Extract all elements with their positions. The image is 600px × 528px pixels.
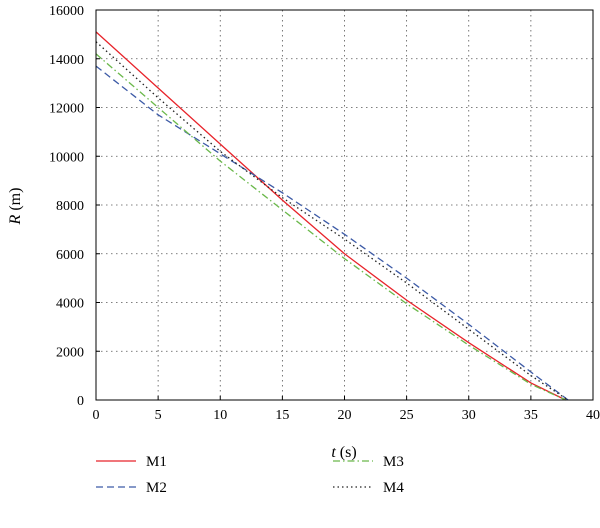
x-tick-label: 20 — [338, 408, 352, 423]
x-tick-label: 15 — [275, 408, 289, 423]
y-tick-label: 0 — [77, 394, 84, 409]
series-line-m3 — [95, 53, 566, 401]
series-layer — [95, 31, 569, 401]
x-axis-unit: (s) — [336, 444, 357, 461]
y-axis-label: R (m) — [7, 188, 24, 226]
y-tick-label: 14000 — [49, 53, 84, 68]
y-axis-unit: (m) — [7, 188, 24, 215]
series-line-m4 — [95, 41, 569, 401]
x-axis-label: t (s) — [331, 444, 356, 461]
series-line-m2 — [95, 65, 569, 401]
y-tick-label: 12000 — [49, 102, 84, 117]
y-tick-label: 8000 — [56, 199, 84, 214]
legend-label-m2: M2 — [146, 480, 167, 496]
legend-label-m1: M1 — [146, 454, 167, 470]
y-tick-label: 2000 — [56, 345, 84, 360]
y-axis-symbol: R — [7, 214, 24, 225]
y-tick-label: 6000 — [56, 248, 84, 263]
y-tick-label: 10000 — [49, 150, 84, 165]
x-tick-label: 25 — [400, 408, 414, 423]
y-tick-label: 4000 — [56, 297, 84, 312]
y-tick-label: 16000 — [49, 4, 84, 19]
x-tick-label: 10 — [213, 408, 227, 423]
series-line-m1 — [95, 31, 566, 401]
legend-label-m3: M3 — [383, 454, 404, 470]
grid — [96, 10, 593, 400]
ticks: 0 5 10 15 20 25 30 35 40 0 2000 4000 6000 8000 10000 12… — [49, 4, 600, 423]
legend-label-m4: M4 — [383, 480, 404, 496]
x-axis-symbol: t — [331, 444, 336, 461]
x-tick-label: 5 — [155, 408, 162, 423]
legend: M1 M2 M3 M4 — [96, 454, 404, 496]
x-tick-label: 0 — [93, 408, 100, 423]
x-tick-label: 30 — [462, 408, 476, 423]
x-tick-label: 40 — [586, 408, 600, 423]
x-tick-label: 35 — [524, 408, 538, 423]
